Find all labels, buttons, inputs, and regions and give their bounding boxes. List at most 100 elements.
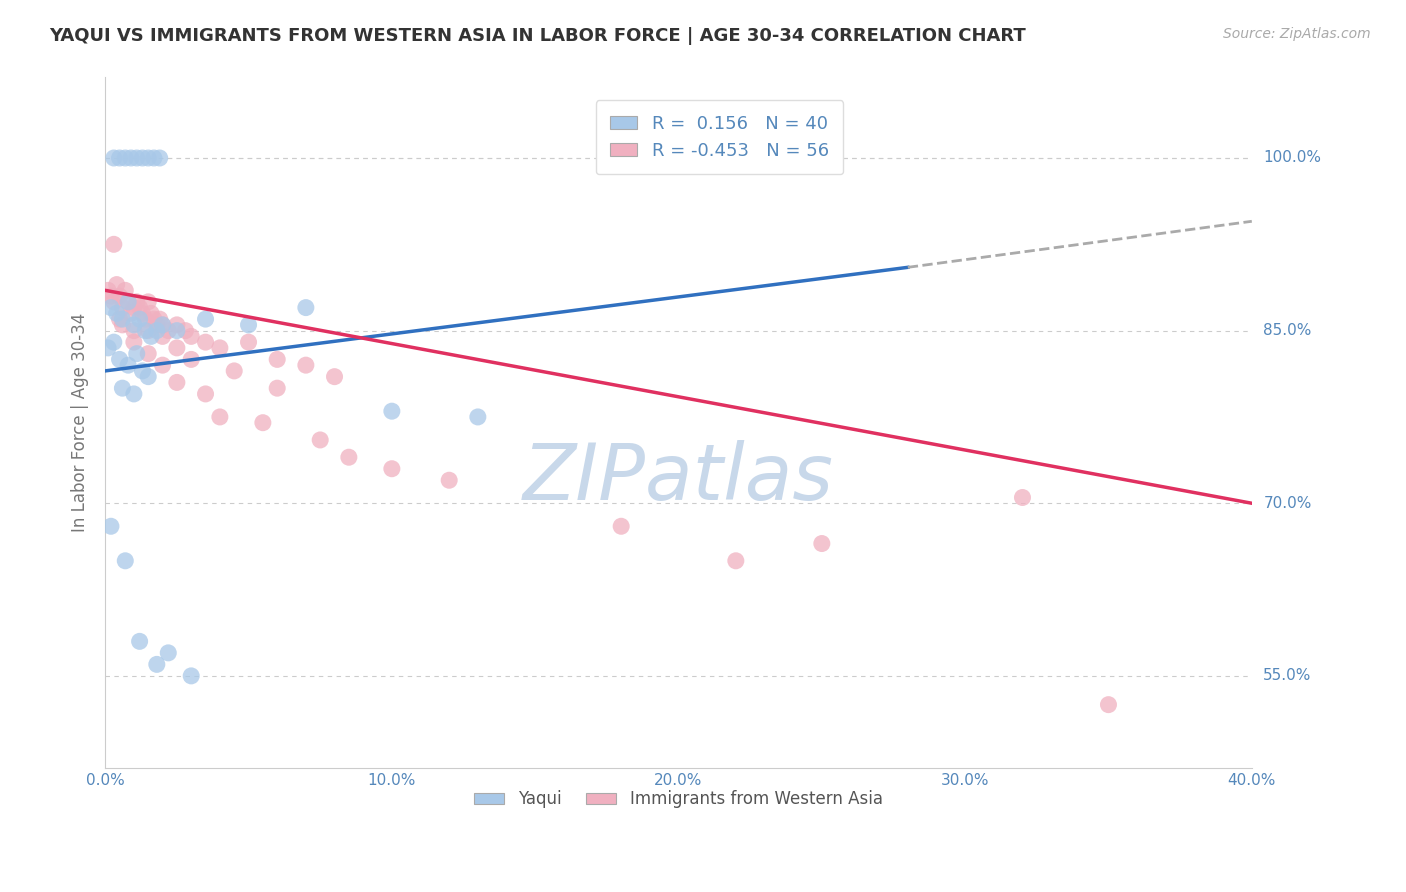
Point — [157, 324, 180, 338]
Point — [610, 519, 633, 533]
Point — [724, 554, 747, 568]
Text: ZIPatlas: ZIPatlas — [523, 440, 834, 516]
Point — [238, 335, 260, 350]
Point — [194, 335, 217, 350]
Point — [139, 329, 162, 343]
Point — [100, 519, 122, 533]
Point — [111, 301, 134, 315]
Point — [111, 381, 134, 395]
Point — [103, 294, 125, 309]
Point — [100, 289, 122, 303]
Text: Source: ZipAtlas.com: Source: ZipAtlas.com — [1223, 27, 1371, 41]
Point — [142, 151, 165, 165]
Point — [122, 335, 145, 350]
Point — [128, 301, 150, 315]
Point — [108, 151, 131, 165]
Point — [105, 306, 128, 320]
Point — [122, 318, 145, 332]
Point — [136, 369, 159, 384]
Text: 55.0%: 55.0% — [1263, 668, 1312, 683]
Point — [166, 324, 188, 338]
Point — [142, 312, 165, 326]
Point — [97, 284, 120, 298]
Point — [134, 324, 156, 338]
Point — [1097, 698, 1119, 712]
Point — [208, 341, 231, 355]
Point — [152, 318, 174, 332]
Point — [309, 433, 332, 447]
Point — [166, 376, 188, 390]
Point — [136, 346, 159, 360]
Point — [120, 151, 142, 165]
Point — [117, 294, 139, 309]
Point — [103, 237, 125, 252]
Legend: Yaqui, Immigrants from Western Asia: Yaqui, Immigrants from Western Asia — [468, 783, 890, 815]
Point — [125, 294, 148, 309]
Y-axis label: In Labor Force | Age 30-34: In Labor Force | Age 30-34 — [72, 313, 89, 533]
Point — [208, 409, 231, 424]
Point — [131, 151, 153, 165]
Text: 100.0%: 100.0% — [1263, 151, 1322, 166]
Point — [337, 450, 360, 465]
Point — [194, 387, 217, 401]
Point — [224, 364, 246, 378]
Point — [131, 306, 153, 320]
Point — [128, 312, 150, 326]
Point — [114, 284, 136, 298]
Text: 70.0%: 70.0% — [1263, 496, 1312, 511]
Point — [111, 312, 134, 326]
Point — [152, 329, 174, 343]
Point — [467, 409, 489, 424]
Point — [266, 381, 288, 395]
Point — [381, 461, 404, 475]
Point — [194, 312, 217, 326]
Point — [122, 387, 145, 401]
Point — [1011, 491, 1033, 505]
Point — [252, 416, 274, 430]
Point — [114, 554, 136, 568]
Point — [136, 294, 159, 309]
Text: YAQUI VS IMMIGRANTS FROM WESTERN ASIA IN LABOR FORCE | AGE 30-34 CORRELATION CHA: YAQUI VS IMMIGRANTS FROM WESTERN ASIA IN… — [49, 27, 1026, 45]
Point — [146, 657, 169, 672]
Point — [139, 306, 162, 320]
Point — [146, 324, 169, 338]
Point — [811, 536, 834, 550]
Point — [117, 294, 139, 309]
Point — [295, 301, 318, 315]
Point — [108, 352, 131, 367]
Point — [180, 329, 202, 343]
Point — [105, 277, 128, 292]
Point — [103, 335, 125, 350]
Point — [166, 341, 188, 355]
Point — [266, 352, 288, 367]
Point — [437, 473, 460, 487]
Point — [157, 646, 180, 660]
Point — [120, 306, 142, 320]
Point — [131, 364, 153, 378]
Point — [100, 301, 122, 315]
Point — [295, 358, 318, 372]
Point — [136, 151, 159, 165]
Point — [152, 318, 174, 332]
Point — [149, 312, 172, 326]
Point — [111, 318, 134, 332]
Point — [122, 324, 145, 338]
Point — [103, 151, 125, 165]
Point — [323, 369, 346, 384]
Point — [146, 318, 169, 332]
Point — [122, 301, 145, 315]
Point — [149, 151, 172, 165]
Point — [108, 312, 131, 326]
Point — [180, 352, 202, 367]
Point — [134, 312, 156, 326]
Point — [180, 669, 202, 683]
Point — [174, 324, 197, 338]
Text: 85.0%: 85.0% — [1263, 323, 1312, 338]
Point — [125, 151, 148, 165]
Point — [166, 318, 188, 332]
Point — [381, 404, 404, 418]
Point — [114, 151, 136, 165]
Point — [108, 289, 131, 303]
Point — [125, 346, 148, 360]
Point — [152, 358, 174, 372]
